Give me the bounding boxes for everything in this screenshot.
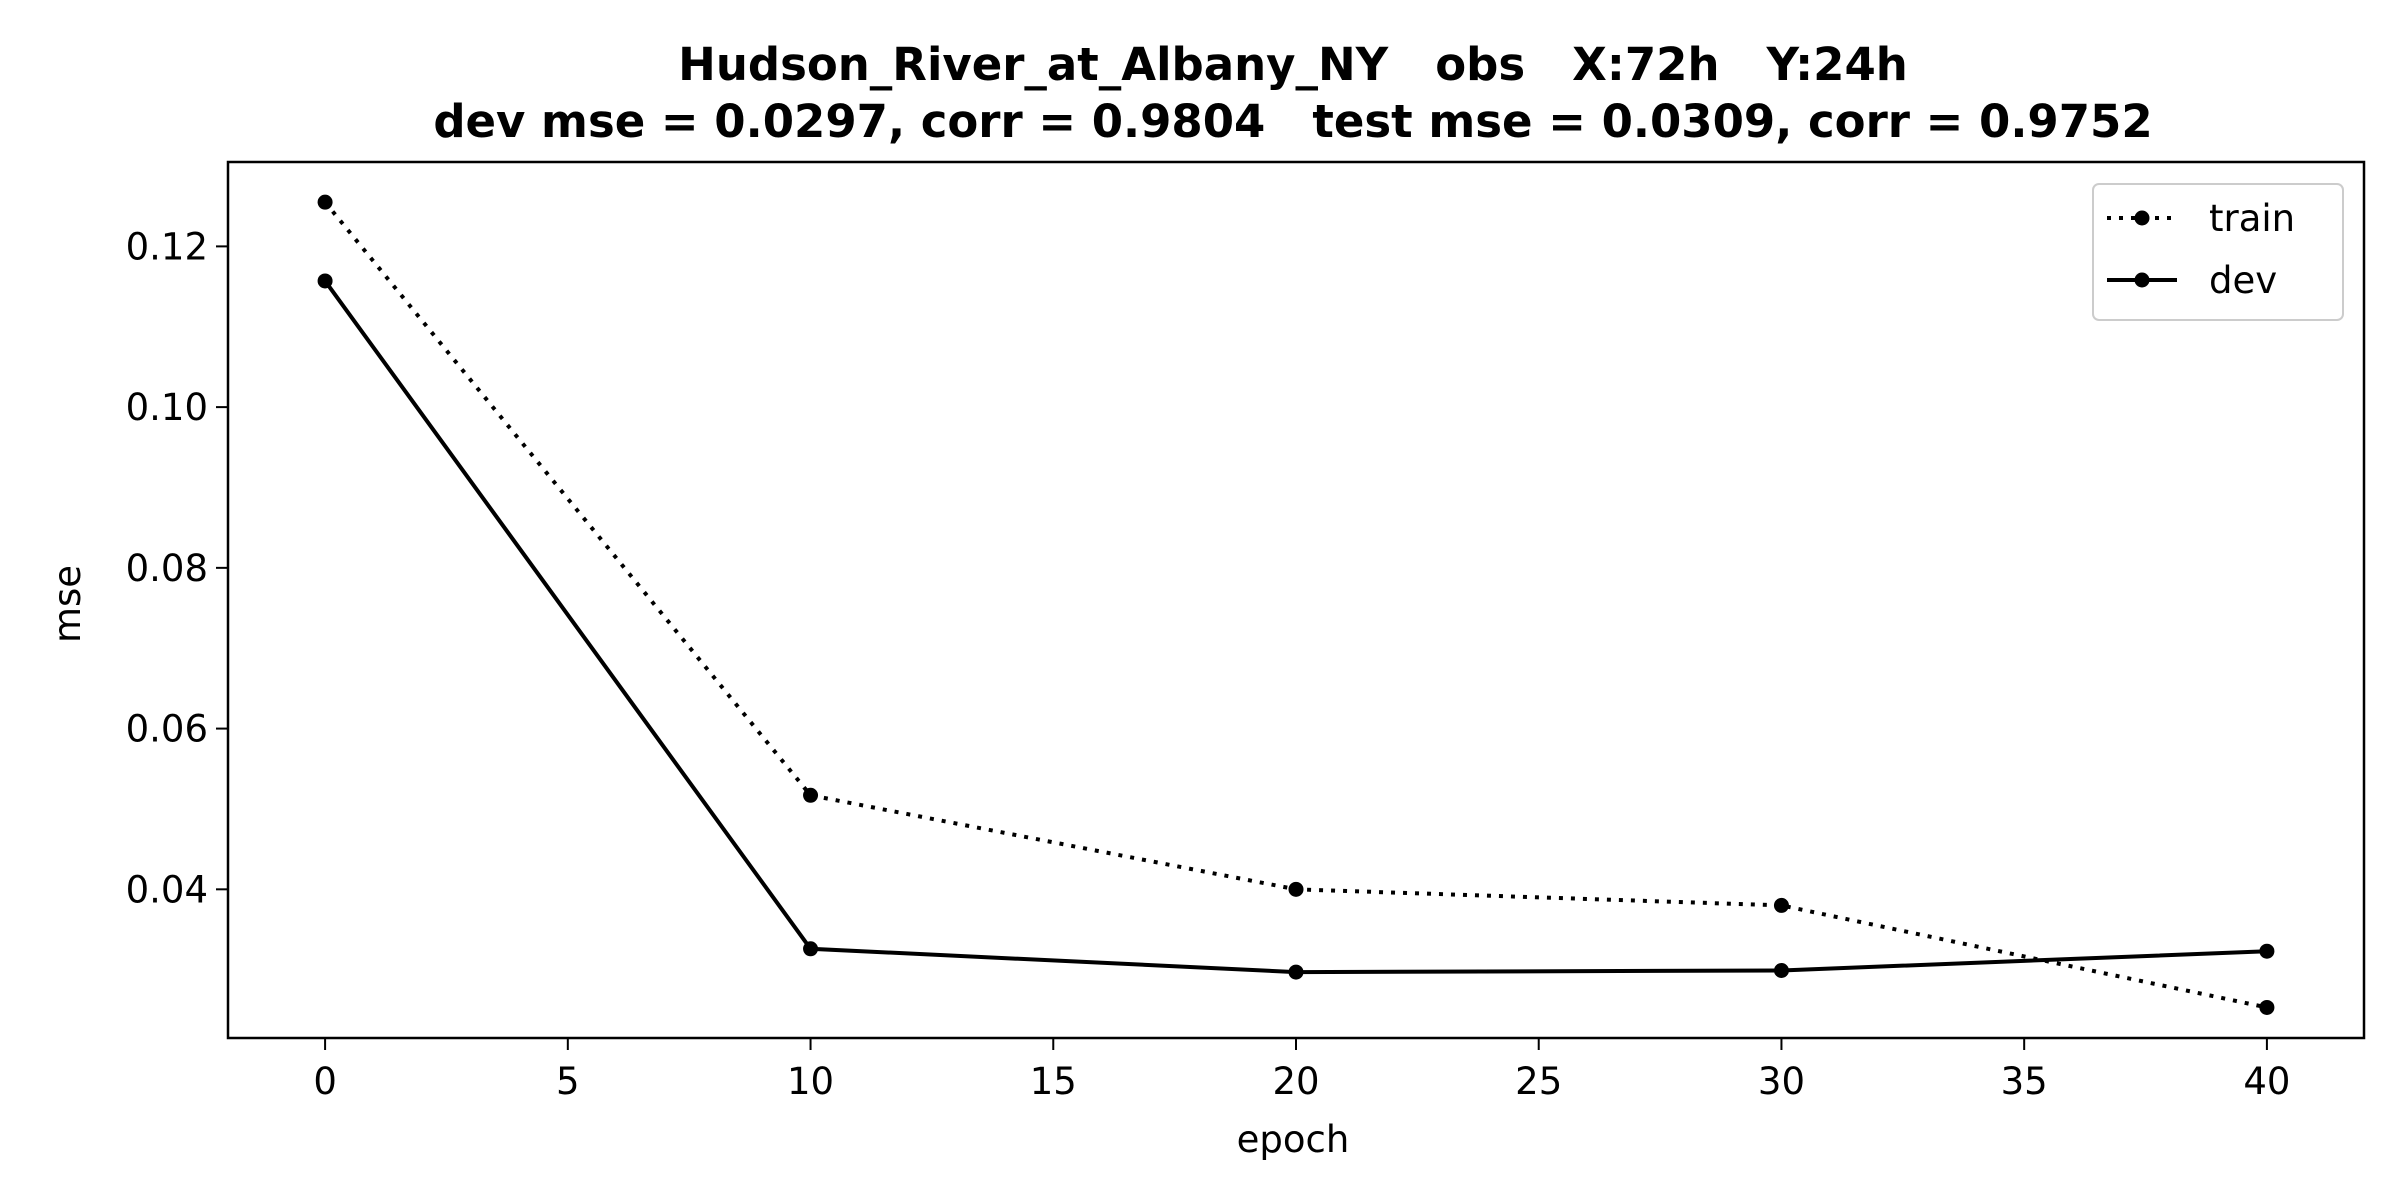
x-axis-ticks: 0 5 10 15 20 25 30 35 40 xyxy=(313,1038,2290,1103)
legend: train dev xyxy=(2092,183,2344,321)
x-tick-label: 15 xyxy=(1030,1060,1077,1103)
data-point-train xyxy=(1773,897,1789,913)
chart-subtitle: dev mse = 0.0297, corr = 0.9804 test mse… xyxy=(433,95,2152,148)
x-tick-label: 10 xyxy=(787,1060,834,1103)
x-tick-label: 25 xyxy=(1515,1060,1562,1103)
y-tick-label: 0.12 xyxy=(126,225,208,268)
data-point-train xyxy=(1288,881,1304,897)
legend-marker-train xyxy=(2134,210,2150,226)
chart-title: Hudson_River_at_Albany_NY obs X:72h Y:24… xyxy=(678,38,1908,91)
data-point-dev xyxy=(1773,962,1789,978)
data-point-train xyxy=(803,787,819,803)
x-tick-label: 0 xyxy=(313,1060,337,1103)
x-tick-label: 20 xyxy=(1272,1060,1319,1103)
y-tick-label: 0.06 xyxy=(126,708,208,751)
data-point-dev xyxy=(1288,964,1304,980)
series-layer xyxy=(317,194,2275,1015)
legend-marker-dev xyxy=(2134,272,2150,288)
x-tick-label: 5 xyxy=(556,1060,580,1103)
legend-label-train: train xyxy=(2209,197,2295,240)
y-axis-label: mse xyxy=(46,565,89,643)
y-tick-label: 0.04 xyxy=(126,868,208,911)
data-point-train xyxy=(2259,999,2275,1015)
plot-area xyxy=(226,160,2366,1040)
x-tick-label: 40 xyxy=(2243,1060,2290,1103)
x-tick-label: 30 xyxy=(1758,1060,1805,1103)
y-tick-label: 0.10 xyxy=(126,386,208,429)
data-point-train xyxy=(317,194,333,210)
legend-label-dev: dev xyxy=(2209,259,2277,302)
x-axis-label: epoch xyxy=(1237,1118,1350,1161)
series-line-dev xyxy=(323,279,2267,975)
y-axis-ticks: 0.04 0.06 0.08 0.10 0.12 xyxy=(126,225,228,911)
data-point-dev xyxy=(317,273,333,289)
data-point-dev xyxy=(803,941,819,957)
data-point-dev xyxy=(2259,943,2275,959)
y-tick-label: 0.08 xyxy=(126,547,208,590)
x-tick-label: 35 xyxy=(2001,1060,2048,1103)
plot-frame xyxy=(226,160,2366,1040)
